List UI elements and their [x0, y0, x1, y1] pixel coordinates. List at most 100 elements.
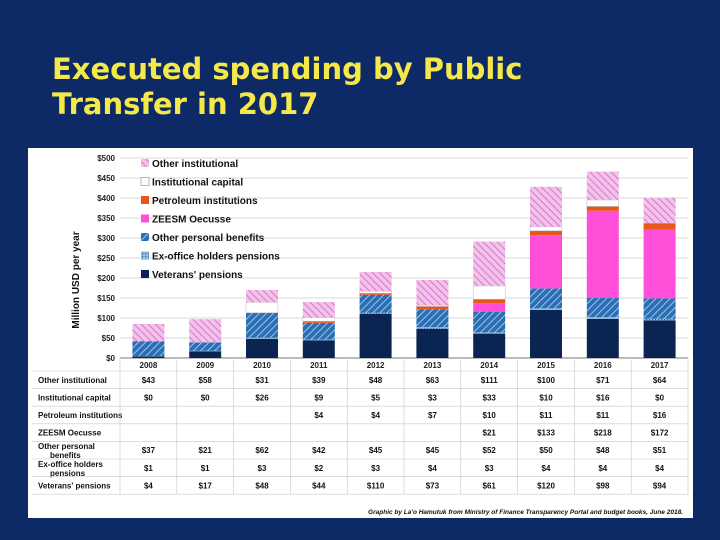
bar-segment — [530, 230, 562, 236]
table-cell: $2 — [314, 464, 323, 473]
bar-segment — [245, 302, 279, 314]
table-cell: $48 — [596, 446, 610, 455]
table-cell: $3 — [485, 464, 494, 473]
bar-segment — [529, 226, 563, 232]
bar-segment — [473, 333, 506, 358]
table-cell: $16 — [596, 393, 610, 402]
bar-segment — [359, 272, 392, 292]
legend-swatch — [141, 159, 149, 167]
table-cell: $58 — [199, 376, 213, 385]
legend-swatch — [141, 233, 149, 241]
table-cell: $21 — [199, 446, 213, 455]
table-row-label: Petroleum institutions — [38, 411, 123, 420]
bar-segment — [302, 339, 335, 341]
table-cell: $218 — [594, 429, 612, 438]
x-tick-label: 2010 — [253, 361, 271, 370]
y-axis: $0 $50 $100 $150 $200 $250 $300 $350 $400 $450 $50… — [97, 154, 115, 363]
table-cell: $4 — [598, 464, 607, 473]
table-cell: $4 — [655, 464, 664, 473]
legend-label: Other institutional — [152, 159, 238, 170]
table-cell: $64 — [653, 376, 667, 385]
table-cell: $120 — [537, 481, 555, 490]
y-tick-label: $150 — [97, 294, 115, 303]
y-tick-label: $500 — [97, 154, 115, 163]
table-cell: $31 — [255, 376, 269, 385]
bar-segment — [643, 197, 676, 224]
table-cell: $9 — [314, 393, 323, 402]
table-cell: $1 — [201, 464, 210, 473]
x-axis: 2008 2009 2010 2011 2012 2013 2014 2015 2016 2017 — [140, 361, 670, 370]
bar-segment — [586, 210, 619, 298]
legend-label: Petroleum institutions — [152, 196, 258, 207]
table-cell: $50 — [539, 446, 553, 455]
bar-segment — [246, 338, 278, 358]
bar-segment — [586, 206, 619, 211]
table-cell: $62 — [255, 446, 269, 455]
table-cell: $1 — [144, 464, 153, 473]
bar-segment — [359, 293, 392, 295]
table-cell: $0 — [144, 393, 153, 402]
x-tick-label: 2015 — [537, 361, 555, 370]
table-cell: $0 — [655, 393, 664, 402]
bar-segment — [416, 280, 449, 306]
table-cell: $172 — [651, 429, 669, 438]
bar-segment — [302, 322, 335, 340]
bar-segment — [416, 309, 449, 328]
table-cell: $10 — [483, 411, 497, 420]
x-tick-label: 2013 — [424, 361, 442, 370]
bar-segment — [132, 324, 165, 342]
table-row-label: pensions — [50, 469, 86, 478]
bar-segment — [586, 318, 619, 358]
table-cell: $17 — [199, 481, 213, 490]
table-cell: $63 — [426, 376, 440, 385]
bar-segment — [643, 223, 676, 230]
bar-segment — [530, 186, 562, 227]
table-cell: $48 — [369, 376, 383, 385]
table-cell: $42 — [312, 446, 326, 455]
bar-segment — [586, 199, 620, 207]
x-tick-label: 2017 — [651, 361, 669, 370]
table-cell: $16 — [653, 411, 667, 420]
table-cell: $100 — [537, 376, 555, 385]
table-cell: $61 — [483, 481, 497, 490]
legend-label: Other personal benefits — [152, 233, 265, 244]
table-cell: $43 — [142, 376, 156, 385]
bar-segment — [586, 171, 619, 200]
table-cell: $5 — [371, 393, 380, 402]
x-tick-label: 2016 — [594, 361, 612, 370]
table-cell: $45 — [369, 446, 383, 455]
bar-segment — [416, 328, 449, 358]
bar-segment — [643, 318, 676, 321]
bar-segment — [189, 351, 222, 358]
bar-segment — [473, 332, 506, 334]
y-tick-label: $250 — [97, 254, 115, 263]
bar-segment — [643, 298, 676, 319]
bar-segment — [586, 317, 619, 319]
y-tick-label: $50 — [102, 334, 116, 343]
y-tick-label: $350 — [97, 214, 115, 223]
bar-segment — [643, 320, 676, 358]
table-cell: $73 — [426, 481, 440, 490]
table-cell: $11 — [596, 411, 609, 420]
bar-segment — [132, 356, 165, 358]
bar-segment — [302, 321, 335, 323]
x-tick-label: 2009 — [196, 361, 214, 370]
table-row-label: Other personal — [38, 442, 95, 451]
table-cell: $111 — [481, 376, 498, 385]
legend-swatch — [141, 214, 149, 223]
bar-segment — [246, 312, 278, 338]
bar-segment — [246, 337, 278, 339]
table-row-label: benefits — [50, 451, 81, 460]
slide-title: Executed spending by Public Transfer in … — [52, 52, 572, 122]
legend-label: ZEESM Oecusse — [152, 215, 231, 226]
table-cell: $21 — [483, 429, 497, 438]
table-cell: $3 — [371, 464, 380, 473]
bar-segment — [189, 342, 222, 351]
x-tick-label: 2014 — [480, 361, 498, 370]
bar-segment — [189, 350, 222, 352]
table-cell: $4 — [314, 411, 323, 420]
table-cell: $48 — [255, 481, 269, 490]
table-cell: $44 — [312, 481, 326, 490]
bar-segment — [473, 311, 506, 333]
y-tick-label: $100 — [97, 314, 115, 323]
